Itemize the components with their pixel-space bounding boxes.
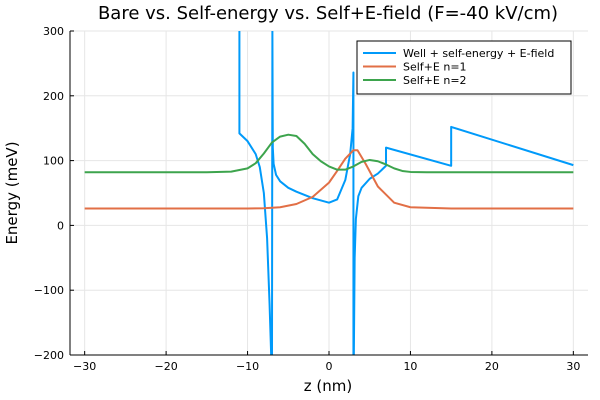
x-tick-label: 0 bbox=[326, 360, 333, 373]
y-axis-label: Energy (meV) bbox=[3, 141, 21, 244]
x-tick-label: 30 bbox=[566, 360, 580, 373]
series-line-1 bbox=[238, 31, 574, 355]
x-tick-label: −20 bbox=[154, 360, 177, 373]
x-tick-label: 10 bbox=[403, 360, 417, 373]
y-tick-label: 200 bbox=[43, 90, 64, 103]
series-line-3 bbox=[84, 133, 574, 174]
legend-label-2: Self+E n=1 bbox=[403, 61, 467, 74]
legend-label-1: Well + self-energy + E-field bbox=[403, 47, 554, 60]
y-tick-label: 100 bbox=[43, 155, 64, 168]
legend-label-3: Self+E n=2 bbox=[403, 74, 467, 87]
chart-title: Bare vs. Self-energy vs. Self+E-field (F… bbox=[98, 3, 558, 24]
x-axis-label: z (nm) bbox=[304, 377, 352, 395]
series-line-2 bbox=[84, 149, 574, 210]
y-tick-label: 300 bbox=[43, 25, 64, 38]
series-layer bbox=[84, 31, 574, 355]
x-tick-label: 20 bbox=[485, 360, 499, 373]
y-tick-label: 0 bbox=[57, 219, 64, 232]
x-tick-label: −10 bbox=[236, 360, 259, 373]
y-tick-label: −100 bbox=[34, 284, 64, 297]
x-tick-label: −30 bbox=[73, 360, 96, 373]
y-tick-label: −200 bbox=[34, 349, 64, 362]
